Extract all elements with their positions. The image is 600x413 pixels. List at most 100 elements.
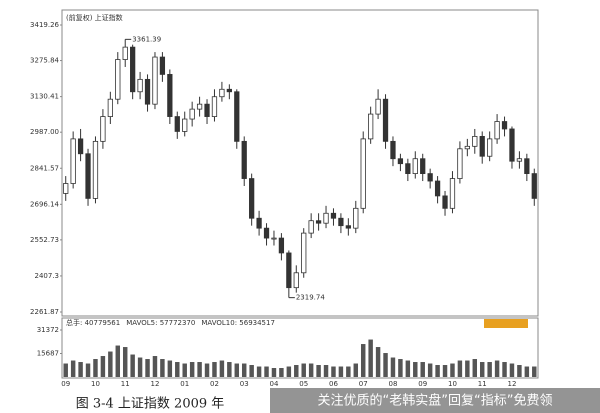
volume-bar	[286, 366, 292, 377]
x-tick-label: 04	[270, 380, 279, 388]
candle-body	[501, 121, 508, 130]
volume-bar	[494, 360, 500, 377]
volume-bar	[353, 363, 359, 377]
candle-body	[449, 178, 456, 209]
volume-bar	[227, 362, 232, 377]
candle-body	[412, 158, 418, 174]
volume-tick-label: 15687	[37, 349, 59, 357]
candle-body	[144, 78, 151, 105]
candle-body	[368, 113, 374, 140]
volume-bar	[338, 366, 344, 377]
y-tick-label: 2987.00	[30, 128, 59, 136]
x-tick-label: 12	[508, 380, 517, 388]
candle-body	[397, 158, 404, 165]
candle-body	[531, 173, 537, 199]
volume-bar	[145, 359, 150, 377]
candle-body	[249, 178, 255, 219]
candle-body	[152, 56, 158, 105]
volume-bar	[256, 366, 262, 377]
candle-body	[286, 252, 292, 289]
volume-bar	[137, 357, 143, 377]
candle-body	[487, 138, 493, 157]
volume-bar	[70, 360, 76, 377]
x-tick-label: 03	[240, 380, 249, 388]
candle-body	[70, 138, 76, 184]
y-tick-label: 2261.87	[30, 308, 59, 316]
y-tick-label: 3419.26	[30, 21, 59, 29]
candle-body	[405, 163, 411, 174]
volume-bar	[212, 362, 217, 377]
volume-bar	[130, 354, 135, 377]
volume-bar	[108, 351, 113, 377]
x-tick-label: 10	[91, 380, 100, 388]
volume-bar	[346, 366, 351, 377]
volume-bar	[331, 366, 336, 377]
candle-body	[204, 103, 210, 117]
volume-bar	[93, 359, 98, 377]
volume-bar	[301, 363, 306, 377]
volume-legend: 总手: 40779561	[66, 318, 120, 327]
volume-bar	[532, 366, 537, 377]
volume-legend: MAVOL10: 56934517	[201, 319, 275, 327]
candle-body	[420, 158, 426, 174]
volume-bar	[472, 359, 478, 377]
volume-bar	[375, 347, 381, 377]
x-tick-label: 11	[121, 380, 130, 388]
volume-bar	[234, 363, 240, 377]
volume-bar	[524, 366, 530, 377]
volume-bar	[308, 363, 314, 377]
volume-bar	[479, 362, 485, 377]
x-tick-label: 05	[299, 380, 308, 388]
candle-body	[122, 46, 128, 60]
volume-bar	[487, 362, 492, 377]
annotation: 3361.39	[132, 35, 161, 43]
candle-body	[509, 128, 515, 162]
candle-body	[77, 138, 84, 155]
candle-body	[278, 237, 285, 254]
candle-body	[107, 98, 113, 117]
y-tick-label: 2407.3	[35, 272, 60, 280]
candle-body	[457, 148, 463, 179]
volume-bar	[383, 353, 388, 377]
volume-bar	[182, 363, 187, 377]
candle-body	[63, 183, 69, 194]
candle-body	[390, 140, 396, 160]
candle-body	[219, 88, 225, 98]
candle-body	[301, 232, 307, 274]
volume-bar	[160, 359, 165, 377]
y-tick-label: 2841.57	[30, 164, 59, 172]
candle-body	[263, 227, 270, 239]
candle-body	[382, 98, 389, 142]
candle-body	[159, 56, 166, 75]
y-tick-label: 3275.84	[30, 57, 59, 65]
candle-body	[92, 140, 99, 199]
x-tick-label: 11	[478, 380, 487, 388]
volume-bar	[167, 360, 173, 377]
volume-bar	[115, 345, 121, 377]
volume-bar	[294, 365, 299, 377]
volume-bar	[271, 368, 277, 377]
volume-bar	[197, 362, 202, 377]
volume-bar	[323, 365, 329, 377]
volume-bar	[249, 365, 254, 377]
x-tick-label: 09	[418, 380, 427, 388]
candle-body	[293, 272, 299, 289]
volume-bar	[509, 363, 515, 377]
volume-bar	[204, 363, 210, 377]
candle-body	[353, 207, 359, 229]
chart-title: (前复权) 上证指数	[66, 13, 123, 22]
volume-bar	[85, 363, 91, 377]
candle-body	[137, 78, 143, 93]
candle-body	[85, 153, 91, 199]
y-tick-label: 2552.73	[30, 236, 59, 244]
volume-bar	[405, 360, 411, 377]
x-tick-label: 06	[329, 380, 338, 388]
volume-bar	[63, 363, 68, 377]
volume-bar	[360, 344, 366, 377]
x-tick-label: 10	[448, 380, 457, 388]
candle-body	[315, 220, 322, 224]
candle-body	[427, 173, 433, 182]
volume-bar	[219, 360, 225, 377]
